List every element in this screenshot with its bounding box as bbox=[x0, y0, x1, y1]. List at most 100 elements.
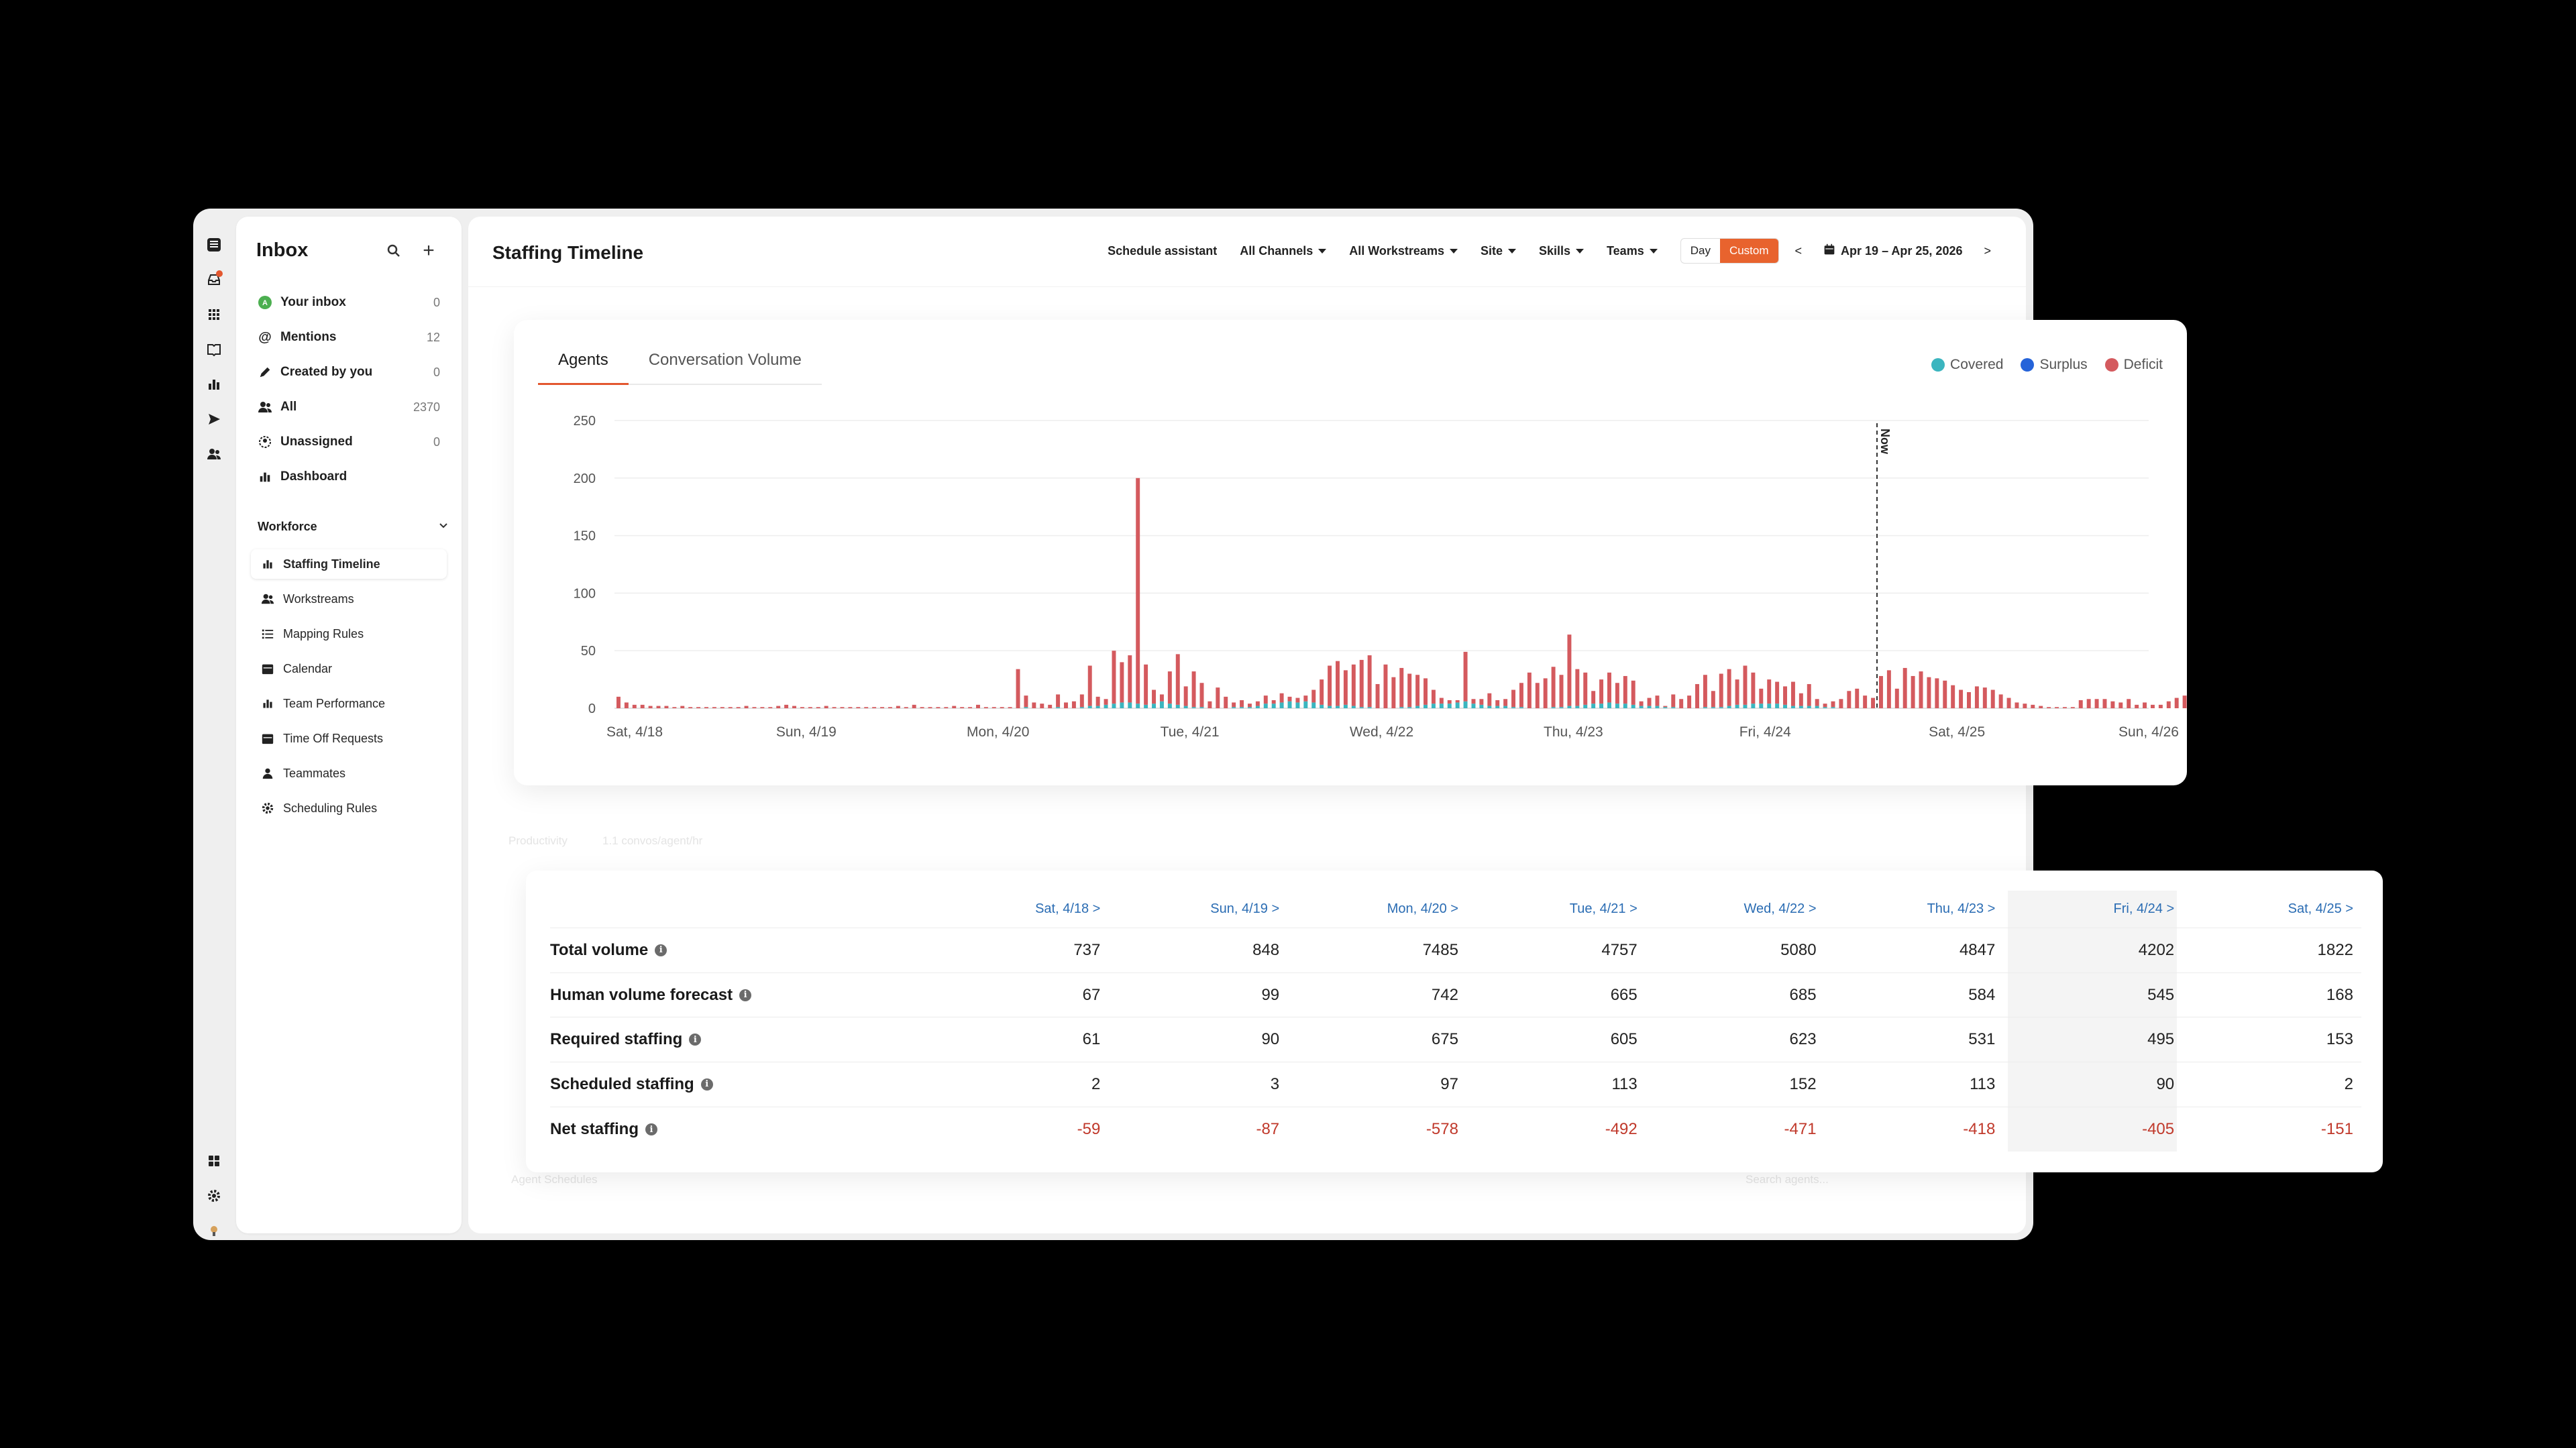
inbox-icon[interactable] bbox=[193, 266, 235, 293]
chevron-down-icon[interactable] bbox=[439, 520, 448, 534]
bar-deficit bbox=[944, 707, 949, 708]
info-icon[interactable]: i bbox=[689, 1034, 702, 1046]
date-range-picker[interactable]: Apr 19 – Apr 25, 2026 bbox=[1818, 239, 1968, 263]
sidebar-item-calendar[interactable]: Calendar bbox=[251, 654, 447, 683]
bar-covered bbox=[1367, 707, 1372, 708]
send-icon[interactable] bbox=[193, 406, 235, 433]
bar-deficit bbox=[664, 706, 669, 708]
sidebar-item-label: Your inbox bbox=[280, 295, 346, 309]
sidebar-item-staffing-timeline[interactable]: Staffing Timeline bbox=[251, 549, 447, 579]
custom-toggle[interactable]: Custom bbox=[1719, 239, 1778, 263]
apps-grid-icon[interactable] bbox=[193, 301, 235, 328]
bar-deficit bbox=[1391, 677, 1396, 708]
bar-deficit bbox=[1240, 700, 1244, 708]
legend-covered[interactable]: Covered bbox=[1931, 357, 2003, 373]
info-icon[interactable]: i bbox=[739, 989, 752, 1001]
bar-deficit bbox=[624, 702, 629, 708]
bar-covered bbox=[1112, 704, 1116, 708]
bar-deficit bbox=[2039, 706, 2043, 708]
sidebar-item-scheduling-rules[interactable]: Scheduling Rules bbox=[251, 793, 447, 823]
sidebar-item-label: Team Performance bbox=[283, 696, 386, 710]
site-dropdown[interactable]: Site bbox=[1474, 239, 1523, 264]
bar-deficit bbox=[1807, 683, 1811, 706]
next-range-button[interactable]: > bbox=[1984, 243, 1991, 258]
info-icon[interactable]: i bbox=[700, 1078, 713, 1091]
info-icon[interactable]: i bbox=[645, 1123, 657, 1136]
bar-deficit bbox=[1727, 669, 1731, 706]
toolbar: Schedule assistant All Channels All Work… bbox=[1101, 238, 1998, 264]
at-icon: @ bbox=[258, 329, 272, 345]
reports-icon[interactable] bbox=[193, 371, 235, 398]
page-title: Staffing Timeline bbox=[492, 242, 644, 263]
sidebar-item-dashboard[interactable]: Dashboard bbox=[251, 462, 447, 492]
channels-dropdown[interactable]: All Channels bbox=[1233, 239, 1333, 264]
app-logo-icon[interactable] bbox=[193, 231, 235, 258]
user-avatar-icon[interactable] bbox=[193, 1217, 235, 1240]
day-toggle[interactable]: Day bbox=[1690, 244, 1711, 257]
sidebar-item-teammates[interactable]: Teammates bbox=[251, 759, 447, 788]
info-icon[interactable]: i bbox=[655, 944, 667, 956]
sidebar-item-created-by-you[interactable]: Created by you 0 bbox=[251, 357, 447, 387]
workstreams-dropdown[interactable]: All Workstreams bbox=[1342, 239, 1464, 264]
settings-gear-icon[interactable] bbox=[193, 1182, 235, 1209]
bar-covered bbox=[1152, 704, 1157, 708]
caret-down-icon bbox=[1649, 248, 1658, 254]
tab-agents[interactable]: Agents bbox=[538, 351, 629, 385]
bar-covered bbox=[1320, 704, 1324, 708]
sidebar-item-unassigned[interactable]: Unassigned 0 bbox=[251, 427, 447, 457]
column-header[interactable]: Thu, 4/23 > bbox=[1927, 901, 1996, 916]
sidebar-item-mapping-rules[interactable]: Mapping Rules bbox=[251, 619, 447, 649]
integrations-icon[interactable] bbox=[193, 1148, 235, 1174]
dropdown-label: All Workstreams bbox=[1349, 243, 1444, 258]
column-header[interactable]: Sat, 4/18 > bbox=[1035, 901, 1101, 916]
x-tick-label: Sun, 4/19 bbox=[776, 724, 837, 740]
prev-range-button[interactable]: < bbox=[1794, 243, 1803, 258]
sidebar-item-team-performance[interactable]: Team Performance bbox=[251, 689, 447, 718]
column-header[interactable]: Wed, 4/22 > bbox=[1743, 901, 1817, 916]
bar-covered bbox=[1087, 706, 1092, 708]
sidebar-item-workstreams[interactable]: Workstreams bbox=[251, 584, 447, 614]
bar-deficit bbox=[2006, 698, 2011, 708]
bar-deficit bbox=[1959, 689, 1964, 708]
search-agents-input[interactable]: Search agents... bbox=[1746, 1173, 1829, 1186]
bar-deficit bbox=[880, 707, 885, 708]
row-label-text: Required staffing bbox=[550, 1030, 683, 1049]
sidebar-item-your-inbox[interactable]: A Your inbox 0 bbox=[251, 288, 447, 317]
bar-deficit bbox=[776, 706, 781, 708]
legend-deficit[interactable]: Deficit bbox=[2104, 357, 2163, 373]
bar-deficit bbox=[1351, 664, 1356, 706]
bar-covered bbox=[1575, 706, 1580, 708]
column-header[interactable]: Sun, 4/19 > bbox=[1210, 901, 1280, 916]
bar-deficit bbox=[1831, 701, 1835, 708]
sidebar-item-mentions[interactable]: @ Mentions 12 bbox=[251, 323, 447, 352]
column-header[interactable]: Tue, 4/21 > bbox=[1569, 901, 1638, 916]
book-icon[interactable] bbox=[193, 336, 235, 363]
add-icon[interactable]: + bbox=[423, 239, 435, 262]
column-header[interactable]: Fri, 4/24 > bbox=[2113, 901, 2175, 916]
bar-covered bbox=[1567, 706, 1572, 708]
schedule-assistant-button[interactable]: Schedule assistant bbox=[1101, 239, 1224, 264]
bar-deficit bbox=[2150, 704, 2155, 708]
bar-covered bbox=[1767, 704, 1772, 708]
sidebar-item-all[interactable]: All 2370 bbox=[251, 392, 447, 422]
column-header[interactable]: Mon, 4/20 > bbox=[1387, 901, 1458, 916]
teams-dropdown[interactable]: Teams bbox=[1600, 239, 1664, 264]
search-icon[interactable] bbox=[382, 239, 405, 262]
skills-dropdown[interactable]: Skills bbox=[1532, 239, 1591, 264]
table-cell: 7485 bbox=[1422, 940, 1458, 959]
legend-surplus[interactable]: Surplus bbox=[2021, 357, 2088, 373]
bar-deficit bbox=[1311, 689, 1316, 703]
bar-deficit bbox=[1911, 675, 1915, 708]
bar-deficit bbox=[1071, 701, 1076, 708]
sidebar-item-time-off-requests[interactable]: Time Off Requests bbox=[251, 724, 447, 753]
list-icon bbox=[260, 626, 275, 641]
sidebar-item-label: Unassigned bbox=[280, 435, 353, 449]
column-header[interactable]: Sat, 4/25 > bbox=[2288, 901, 2353, 916]
bar-deficit bbox=[1823, 704, 1827, 708]
tab-conversation-volume[interactable]: Conversation Volume bbox=[628, 351, 822, 385]
bar-deficit bbox=[1767, 679, 1772, 704]
bar-deficit bbox=[2078, 700, 2083, 708]
bar-deficit bbox=[840, 707, 845, 708]
workforce-section-header[interactable]: Workforce bbox=[258, 520, 448, 534]
contacts-icon[interactable] bbox=[193, 441, 235, 467]
